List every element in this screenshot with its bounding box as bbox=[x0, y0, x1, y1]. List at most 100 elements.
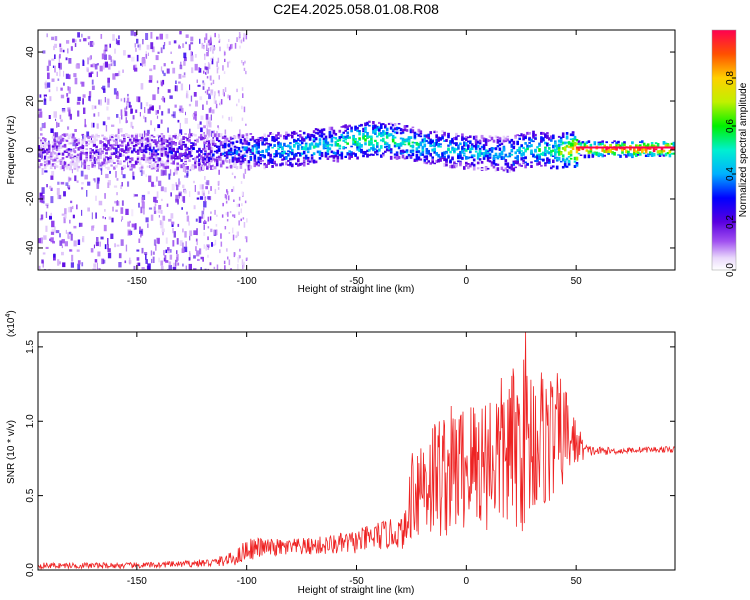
heatmap-cell bbox=[185, 111, 186, 116]
heatmap-cell bbox=[229, 211, 232, 214]
heatmap-cell bbox=[190, 145, 193, 149]
heatmap-cell bbox=[134, 140, 138, 144]
heatmap-cell bbox=[299, 144, 302, 146]
heatmap-cell bbox=[431, 140, 434, 144]
heatmap-cell bbox=[205, 33, 208, 40]
heatmap-cell bbox=[77, 32, 80, 38]
heatmap-cell bbox=[168, 41, 171, 45]
heatmap-cell bbox=[482, 157, 486, 160]
heatmap-cell bbox=[99, 152, 102, 156]
heatmap-cell bbox=[500, 157, 504, 160]
heatmap-cell bbox=[231, 43, 233, 49]
heatmap-cell bbox=[163, 97, 166, 103]
heatmap-cell bbox=[279, 163, 282, 167]
heatmap-cell bbox=[352, 138, 355, 142]
heatmap-cell bbox=[208, 93, 211, 100]
heatmap-cell bbox=[401, 154, 405, 159]
heatmap-cell bbox=[219, 46, 221, 52]
heatmap-cell bbox=[218, 90, 220, 97]
heatmap-cell bbox=[225, 139, 229, 142]
heatmap-cell bbox=[279, 144, 282, 148]
heatmap-cell bbox=[138, 140, 142, 145]
heatmap-cell bbox=[189, 230, 193, 237]
heatmap-cell bbox=[68, 163, 72, 171]
heatmap-cell bbox=[116, 178, 119, 181]
heatmap-cell bbox=[91, 79, 94, 85]
heatmap-cell bbox=[92, 122, 95, 128]
heatmap-cell bbox=[306, 162, 310, 165]
heatmap-cell bbox=[613, 152, 616, 156]
heatmap-cell bbox=[98, 200, 103, 206]
heatmap-cell bbox=[51, 220, 55, 228]
heatmap-cell bbox=[182, 242, 184, 249]
heatmap-cell bbox=[127, 161, 129, 166]
heatmap-cell bbox=[186, 157, 188, 164]
heatmap-cell bbox=[44, 122, 46, 129]
heatmap-cell bbox=[170, 51, 172, 54]
heatmap-cell bbox=[213, 46, 216, 50]
heatmap-cell bbox=[150, 32, 153, 39]
heatmap-cell bbox=[340, 133, 344, 137]
heatmap-cell bbox=[273, 160, 276, 164]
heatmap-cell bbox=[134, 32, 137, 37]
heatmap-cell bbox=[393, 153, 397, 156]
heatmap-cell bbox=[316, 144, 320, 148]
heatmap-cell bbox=[599, 141, 602, 144]
heatmap-cell bbox=[366, 134, 369, 137]
heatmap-cell bbox=[451, 146, 454, 150]
heatmap-cell bbox=[70, 233, 73, 241]
heatmap-cell bbox=[231, 144, 234, 147]
heatmap-cell bbox=[226, 43, 229, 49]
heatmap-cell bbox=[41, 199, 44, 204]
heatmap-cell bbox=[494, 167, 498, 172]
heatmap-cell bbox=[229, 149, 233, 152]
heatmap-cell bbox=[419, 142, 423, 147]
heatmap-cell bbox=[352, 152, 355, 155]
heatmap-cell bbox=[336, 143, 340, 147]
heatmap-cell bbox=[52, 65, 55, 68]
y-tick-label: 0 bbox=[25, 147, 36, 153]
heatmap-cell bbox=[118, 35, 120, 40]
heatmap-cell bbox=[561, 166, 565, 169]
heatmap-cell bbox=[496, 145, 500, 148]
heatmap-cell bbox=[177, 119, 180, 123]
heatmap-cell bbox=[188, 148, 191, 150]
heatmap-cell bbox=[569, 133, 573, 137]
heatmap-cell bbox=[451, 138, 454, 143]
heatmap-cell bbox=[111, 124, 115, 127]
heatmap-cell bbox=[249, 153, 253, 156]
heatmap-cell bbox=[77, 260, 81, 265]
heatmap-cell bbox=[563, 149, 567, 152]
heatmap-cell bbox=[54, 36, 58, 41]
heatmap-cell bbox=[118, 262, 122, 268]
heatmap-cell bbox=[100, 236, 104, 240]
heatmap-cell bbox=[61, 137, 65, 142]
heatmap-cell bbox=[322, 144, 326, 148]
heatmap-cell bbox=[224, 129, 227, 135]
heatmap-cell bbox=[542, 132, 545, 135]
heatmap-cell bbox=[183, 57, 187, 62]
heatmap-cell bbox=[633, 151, 636, 156]
heatmap-cell bbox=[67, 48, 69, 54]
heatmap-cell bbox=[242, 62, 245, 66]
heatmap-cell bbox=[374, 125, 377, 129]
heatmap-cell bbox=[510, 138, 514, 142]
heatmap-cell bbox=[103, 136, 106, 139]
heatmap-cell bbox=[202, 148, 205, 151]
heatmap-cell bbox=[208, 122, 212, 128]
heatmap-cell bbox=[57, 160, 61, 163]
heatmap-cell bbox=[183, 72, 186, 76]
heatmap-cell bbox=[152, 149, 156, 154]
heatmap-cell bbox=[338, 147, 342, 150]
heatmap-cell bbox=[88, 42, 90, 46]
heatmap-cell bbox=[69, 206, 72, 213]
heatmap-cell bbox=[336, 149, 340, 152]
heatmap-cell bbox=[569, 138, 573, 141]
heatmap-cell bbox=[443, 139, 446, 142]
heatmap-cell bbox=[510, 166, 514, 171]
heatmap-cell bbox=[324, 141, 328, 144]
heatmap-cell bbox=[59, 140, 63, 143]
heatmap-cell bbox=[97, 135, 100, 138]
heatmap-cell bbox=[65, 73, 69, 79]
heatmap-cell bbox=[184, 133, 187, 135]
